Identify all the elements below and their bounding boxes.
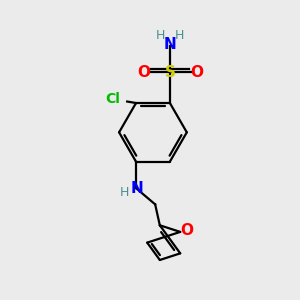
Text: O: O (180, 223, 193, 238)
Text: O: O (137, 64, 150, 80)
Text: S: S (164, 64, 175, 80)
Text: N: N (164, 37, 176, 52)
Text: Cl: Cl (105, 92, 120, 106)
Text: N: N (131, 181, 144, 196)
Text: O: O (190, 64, 203, 80)
Text: H: H (175, 29, 184, 42)
Text: H: H (119, 186, 129, 199)
Text: H: H (156, 29, 165, 42)
